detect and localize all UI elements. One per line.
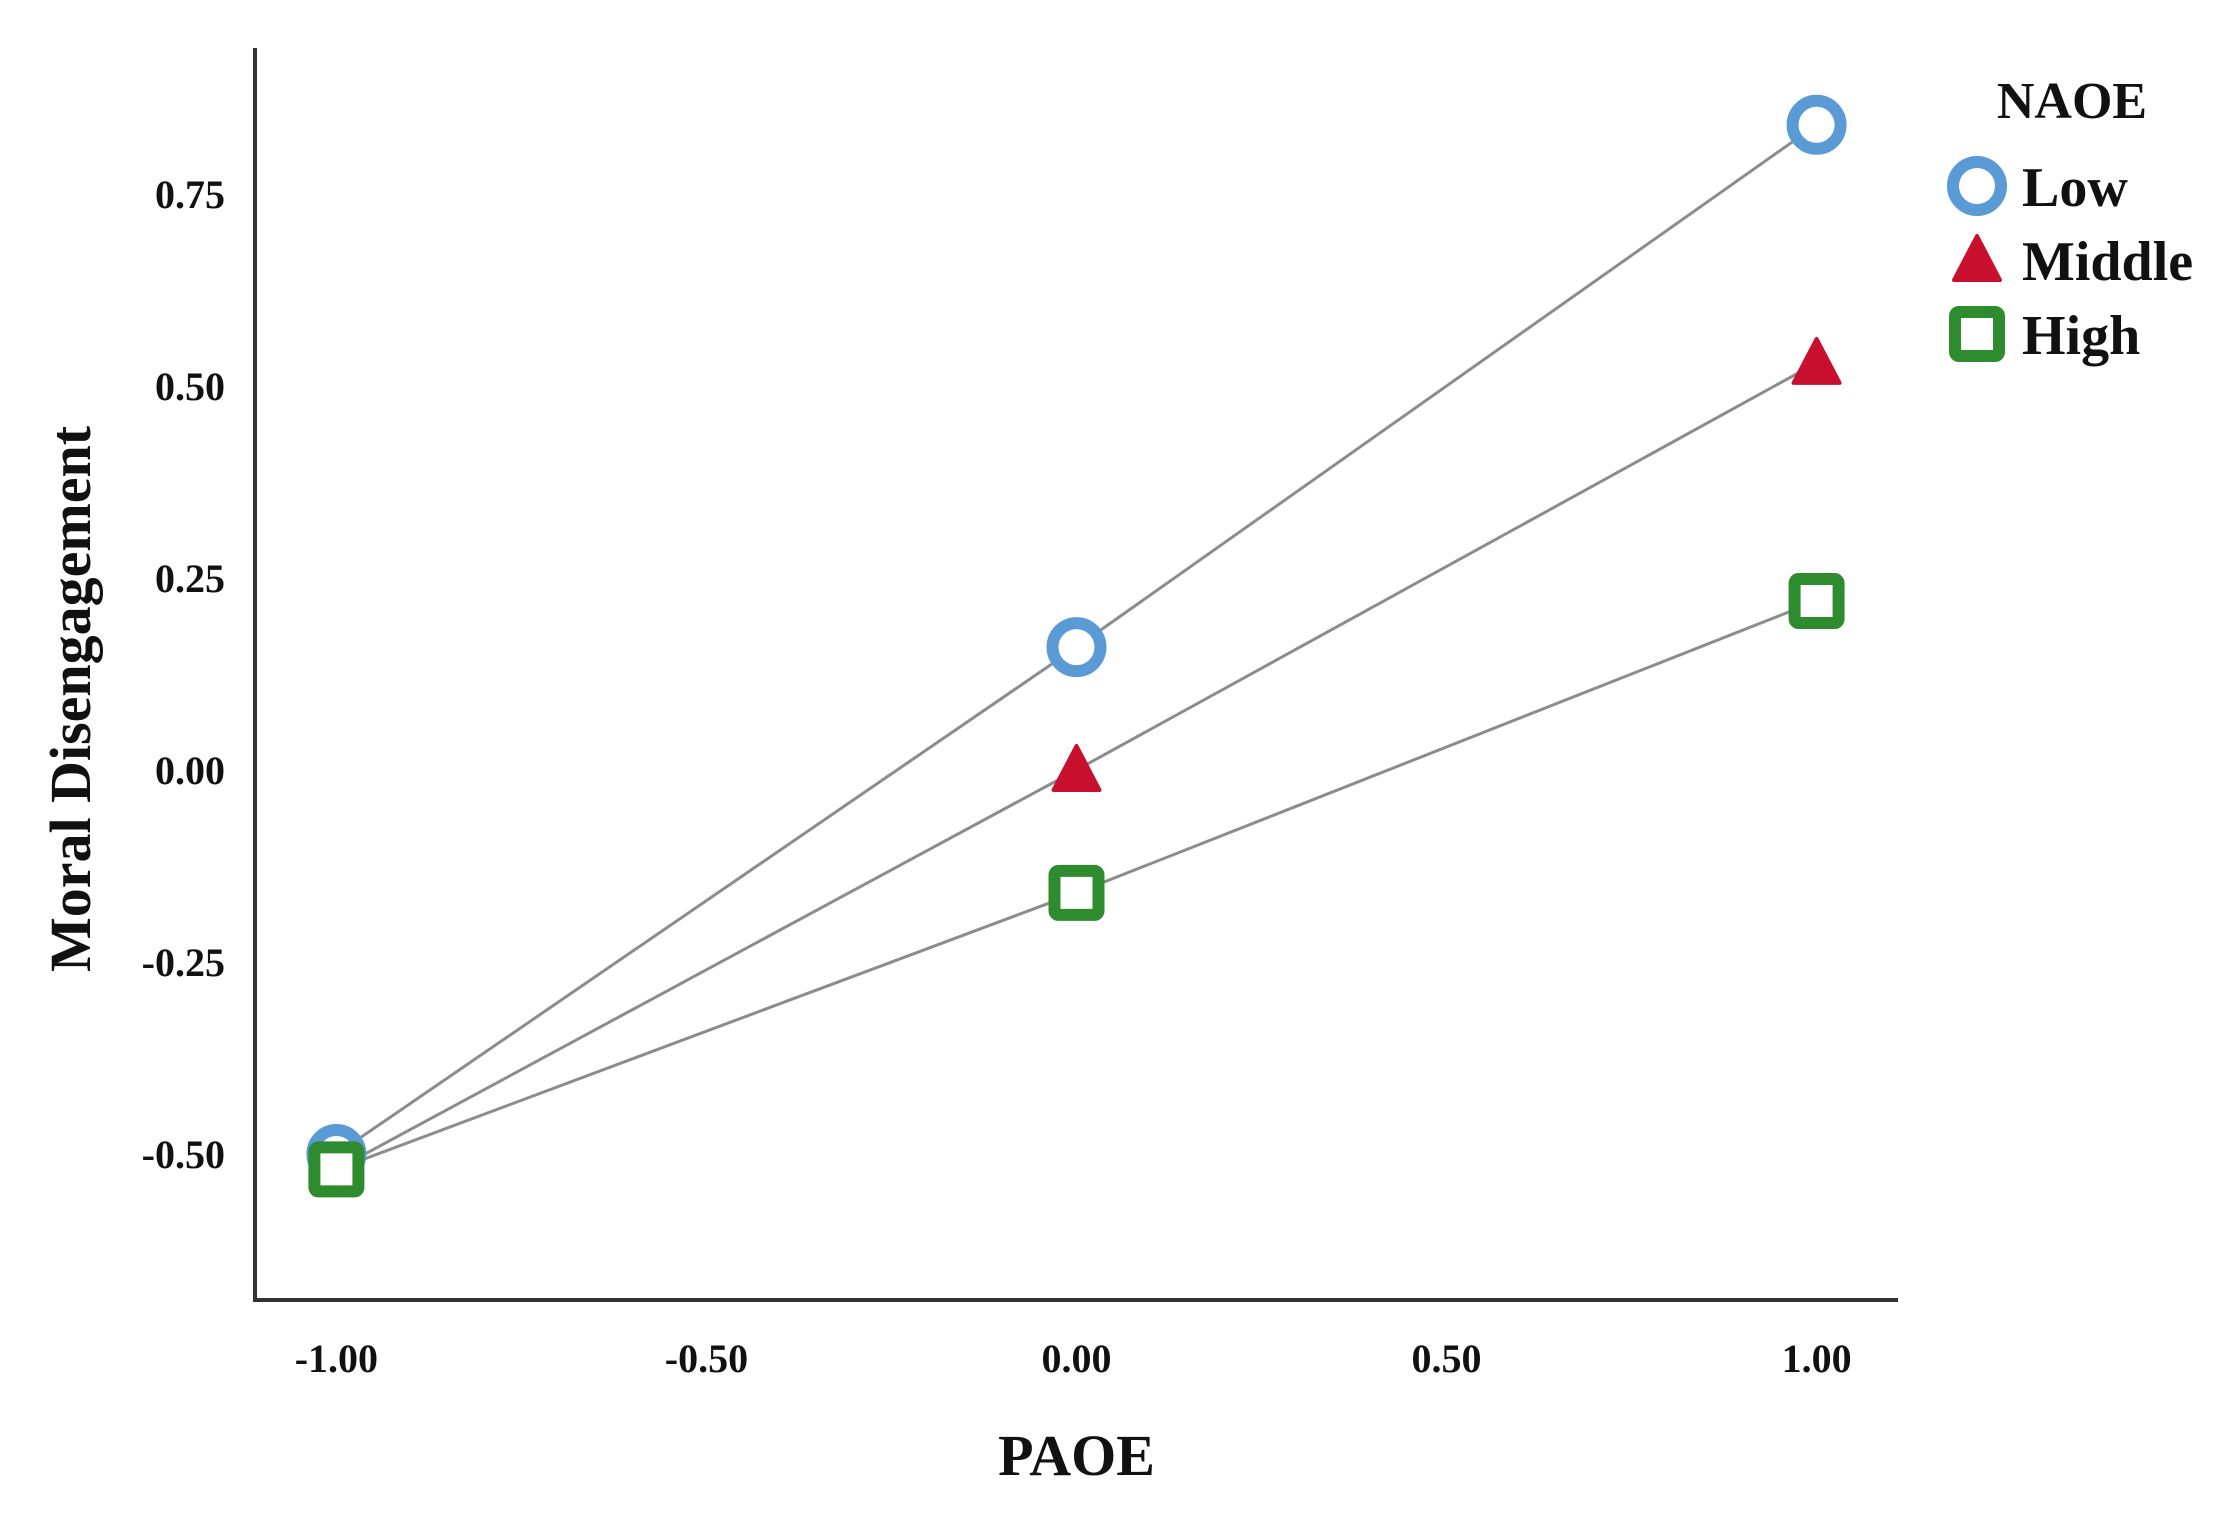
x-axis-title: PAOE bbox=[998, 1423, 1155, 1488]
y-tick-label: -0.25 bbox=[142, 940, 225, 985]
y-tick-label: 0.00 bbox=[155, 748, 225, 793]
legend-marker-middle bbox=[1952, 234, 2002, 282]
x-tick-label: 0.00 bbox=[1042, 1336, 1112, 1381]
y-tick-label: 0.50 bbox=[155, 364, 225, 409]
legend-title: NAOE bbox=[1997, 73, 2147, 130]
x-tick-label: 1.00 bbox=[1782, 1336, 1852, 1381]
legend-marker-high bbox=[1949, 306, 2005, 362]
y-axis-title: Moral Disengagement bbox=[38, 425, 103, 972]
axes bbox=[253, 48, 1898, 1302]
legend-marker-low bbox=[1947, 156, 2007, 216]
data-point-middle bbox=[1051, 744, 1102, 793]
data-point-low bbox=[1046, 617, 1107, 678]
y-tick-label: -0.50 bbox=[142, 1132, 225, 1177]
data-point-middle bbox=[1791, 336, 1842, 385]
legend-label-middle: Middle bbox=[2022, 231, 2193, 293]
data-point-high bbox=[308, 1141, 365, 1198]
x-tick-label: -0.50 bbox=[665, 1336, 748, 1381]
data-point-high bbox=[1048, 864, 1105, 921]
y-tick-label: 0.75 bbox=[155, 172, 225, 217]
x-tick-label: -1.00 bbox=[295, 1336, 378, 1381]
y-tick-labels: 0.75 0.50 0.25 0.00 -0.25 -0.50 bbox=[142, 172, 225, 1177]
data-point-low bbox=[1786, 94, 1847, 155]
legend-label-high: High bbox=[2022, 305, 2140, 367]
legend: NAOE Low Middle High bbox=[1947, 73, 2193, 367]
legend-label-low: Low bbox=[2022, 157, 2128, 219]
series-markers bbox=[306, 94, 1847, 1198]
y-tick-label: 0.25 bbox=[155, 556, 225, 601]
x-tick-label: 0.50 bbox=[1412, 1336, 1482, 1381]
data-point-high bbox=[1788, 573, 1845, 630]
x-tick-labels: -1.00 -0.50 0.00 0.50 1.00 bbox=[295, 1336, 1852, 1381]
